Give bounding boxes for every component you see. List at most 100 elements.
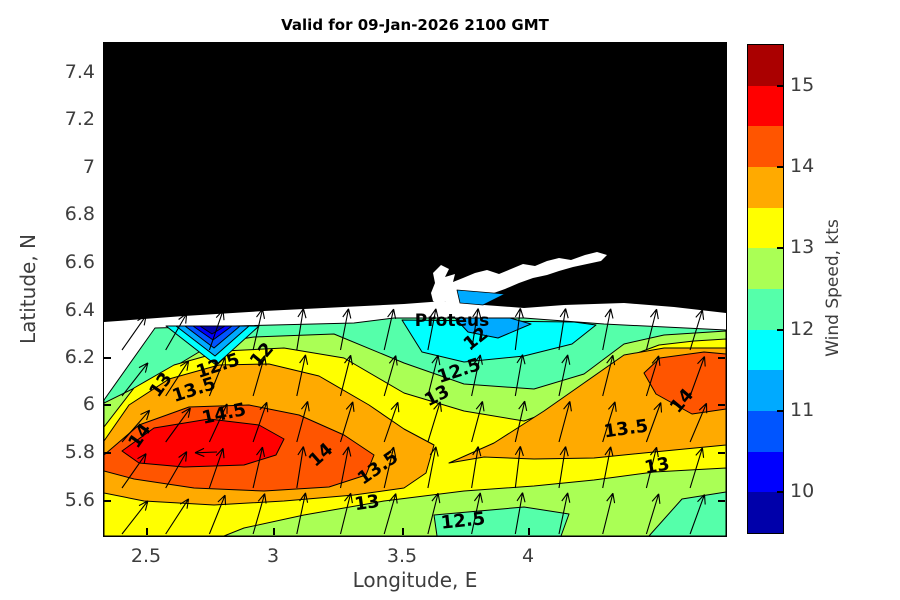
tick-mark <box>104 310 111 312</box>
wind-arrow <box>689 356 706 397</box>
tick-mark <box>718 72 725 74</box>
contour-band <box>643 351 726 415</box>
wind-arrow <box>558 354 571 397</box>
colorbar-band <box>748 85 783 127</box>
wind-arrow <box>252 446 266 489</box>
wind-arrow <box>427 446 439 489</box>
wind-arrow <box>471 492 483 535</box>
plot-title: Valid for 09-Jan-2026 2100 GMT <box>281 16 549 34</box>
contour-band <box>223 467 726 536</box>
wind-arrow <box>689 494 706 535</box>
wind-arrow <box>558 446 569 489</box>
wind-arrow <box>471 446 482 489</box>
wind-arrow <box>121 409 151 443</box>
y-tick-label: 6 <box>82 393 95 415</box>
contour-band <box>199 325 226 335</box>
wind-arrow <box>296 492 309 535</box>
tick-mark <box>718 357 725 359</box>
wind-arrow <box>514 400 528 443</box>
land-mass <box>104 43 726 322</box>
wind-arrow <box>689 447 705 489</box>
wind-arrow <box>383 308 397 351</box>
y-tick-label: 6.6 <box>64 251 95 273</box>
tick-mark <box>777 410 783 412</box>
y-tick-label: 5.6 <box>64 489 95 511</box>
y-tick-label: 6.4 <box>64 299 95 321</box>
wind-arrow <box>602 492 616 535</box>
wind-arrow <box>121 500 149 535</box>
colorbar-band <box>748 329 783 371</box>
tick-mark <box>777 247 783 249</box>
wind-arrow <box>514 492 526 535</box>
colorbar-band <box>748 370 783 412</box>
wind-arrow <box>383 355 398 397</box>
wind-arrow <box>471 354 483 397</box>
wind-arrow <box>427 492 441 535</box>
contour-band <box>433 506 570 536</box>
wind-arrow <box>208 494 227 535</box>
wind-arrow <box>689 402 708 443</box>
wind-contour-map <box>104 43 726 536</box>
contour-band <box>648 491 726 536</box>
wind-arrow <box>296 446 307 489</box>
plot-area: Proteus 12 12.5 13 13.5 14 14.5 14 13.5 13 12.5 12… <box>103 42 727 537</box>
wind-arrow <box>252 401 269 443</box>
wind-arrow <box>514 308 524 351</box>
colorbar-tick-label: 14 <box>790 155 815 177</box>
tick-mark <box>104 262 111 264</box>
y-tick-label: 7.2 <box>64 108 95 130</box>
wind-arrow <box>602 354 616 397</box>
wind-arrow <box>339 446 352 489</box>
wind-arrows <box>121 308 708 535</box>
y-tick-label: 7.4 <box>64 61 95 83</box>
y-tick-label: 7 <box>82 156 95 178</box>
wind-arrow <box>208 447 225 489</box>
tick-mark <box>104 119 111 121</box>
tick-mark <box>777 85 783 87</box>
wind-arrow <box>427 401 442 443</box>
wind-arrow <box>165 451 188 489</box>
wind-arrow <box>602 446 614 489</box>
tick-mark <box>718 500 725 502</box>
contour-band <box>401 319 597 363</box>
wind-arrow <box>339 354 353 397</box>
colorbar-band <box>748 167 783 208</box>
wind-arrow <box>689 309 705 351</box>
wind-arrow <box>252 355 267 397</box>
y-tick-label: 5.8 <box>64 441 95 463</box>
tick-mark <box>402 528 404 535</box>
colorbar-tick-label: 12 <box>790 318 815 340</box>
wind-arrow <box>339 492 353 535</box>
colorbar-band <box>748 411 783 452</box>
colorbar-tick-label: 15 <box>790 74 815 96</box>
tick-mark <box>104 214 111 216</box>
wind-arrow <box>602 308 614 351</box>
colorbar-tick-label: 10 <box>790 480 815 502</box>
tick-mark <box>718 310 725 312</box>
colorbar-band <box>748 289 783 330</box>
colorbar-band <box>748 492 783 534</box>
wind-arrow <box>165 407 191 443</box>
wind-arrow <box>645 355 661 397</box>
tick-mark <box>718 404 725 406</box>
colorbar-band <box>748 248 783 290</box>
x-tick-label: 2.5 <box>130 545 162 567</box>
wind-arrow <box>121 453 147 489</box>
tick-mark <box>777 329 783 331</box>
wind-arrow <box>471 308 482 351</box>
tick-mark <box>528 528 530 535</box>
tick-mark <box>104 404 111 406</box>
wind-arrow <box>208 403 228 443</box>
tick-mark <box>273 528 275 535</box>
wind-arrow <box>339 401 355 443</box>
wind-arrow <box>602 401 617 443</box>
colorbar <box>747 44 784 534</box>
wind-arrow <box>558 401 572 443</box>
wind-arrow <box>471 401 485 443</box>
tick-mark <box>104 452 111 454</box>
wind-arrow <box>165 498 190 535</box>
colorbar-band <box>748 126 783 168</box>
wind-arrow <box>383 401 400 443</box>
wind-arrow <box>121 362 149 397</box>
